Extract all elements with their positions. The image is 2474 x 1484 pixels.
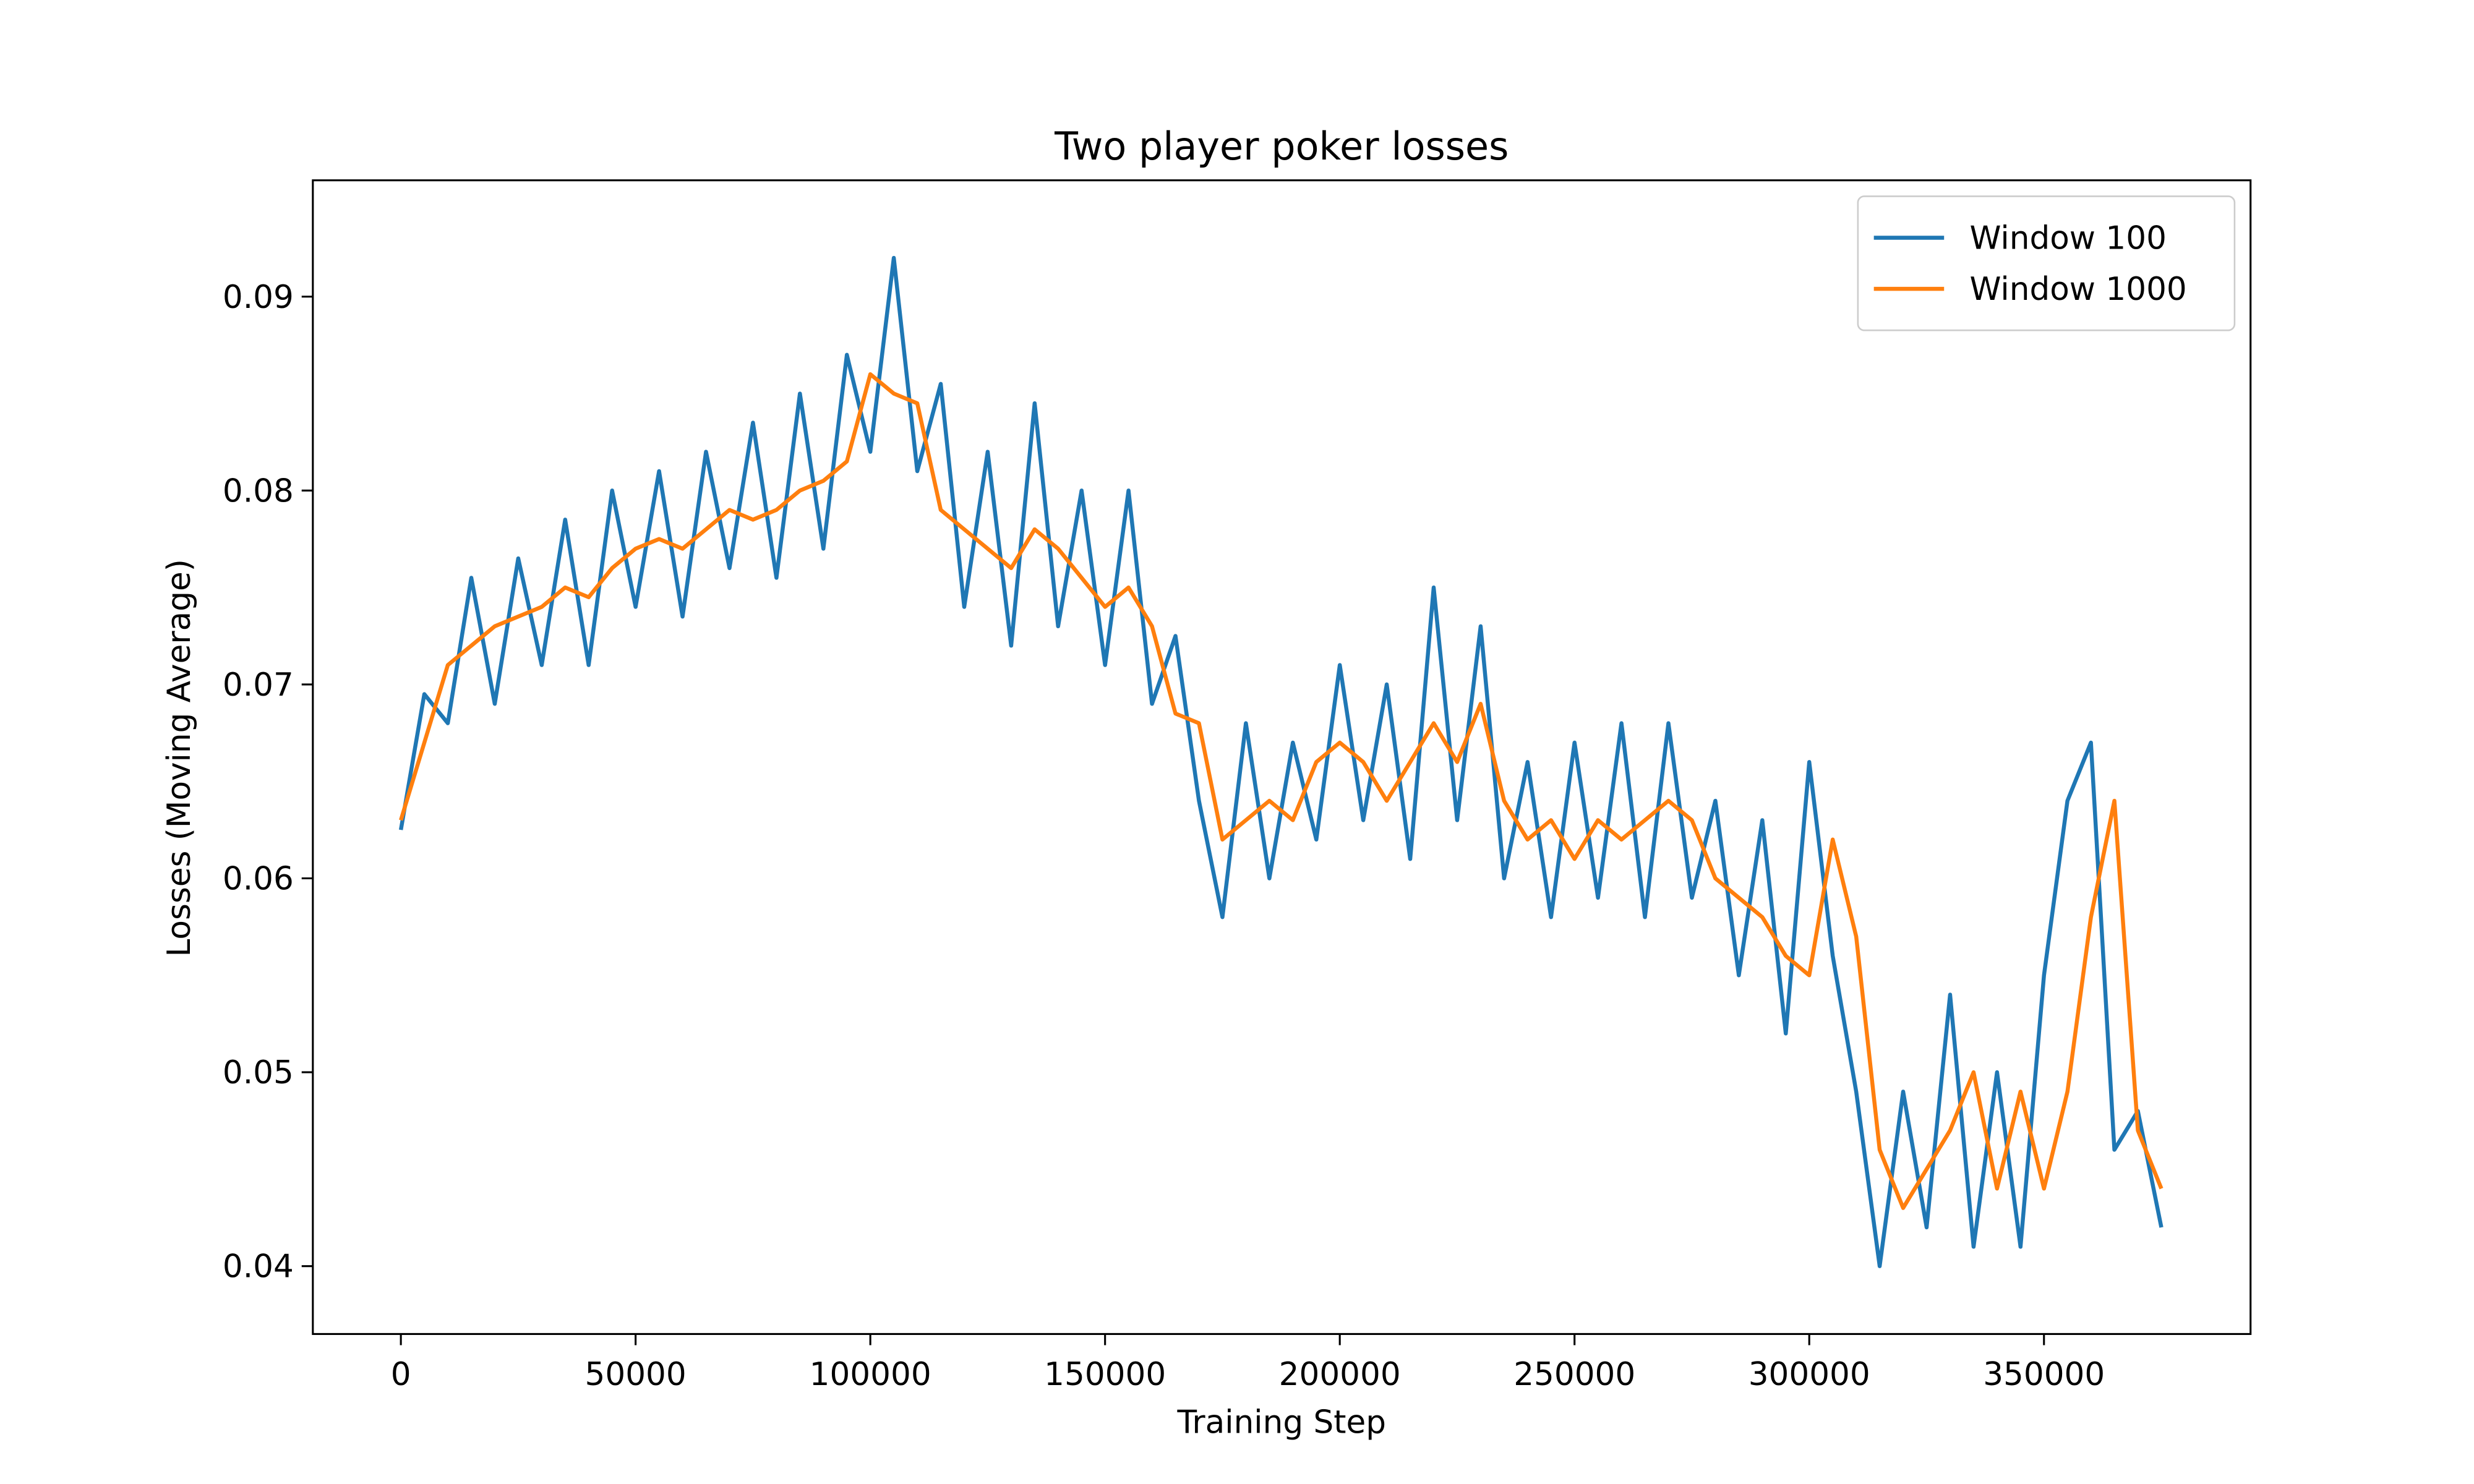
y-axis-label: Losses (Moving Average) [161,559,198,957]
line-series [399,372,2164,1210]
legend-label: Window 1000 [1970,271,2187,308]
x-tick-label: 50000 [585,1356,687,1393]
y-tick-label: 0.05 [223,1054,294,1091]
x-axis-label: Training Step [1176,1404,1386,1441]
x-tick-label: 150000 [1044,1356,1166,1393]
plot-frame [312,179,2252,1335]
x-tick-label: 350000 [1983,1356,2105,1393]
x-tick-label: 100000 [810,1356,931,1393]
y-tick-label: 0.09 [223,279,294,316]
x-tick-label: 300000 [1748,1356,1870,1393]
chart-title: Two player poker losses [1054,124,1509,169]
x-tick-label: 200000 [1279,1356,1401,1393]
y-tick-label: 0.06 [223,861,294,898]
legend-label: Window 100 [1970,220,2167,257]
y-tick-label: 0.04 [223,1248,294,1286]
y-tick-label: 0.08 [223,472,294,510]
x-tick-label: 0 [391,1356,411,1393]
y-tick-label: 0.07 [223,667,294,704]
x-tick-label: 250000 [1513,1356,1635,1393]
legend-box [1857,195,2236,331]
